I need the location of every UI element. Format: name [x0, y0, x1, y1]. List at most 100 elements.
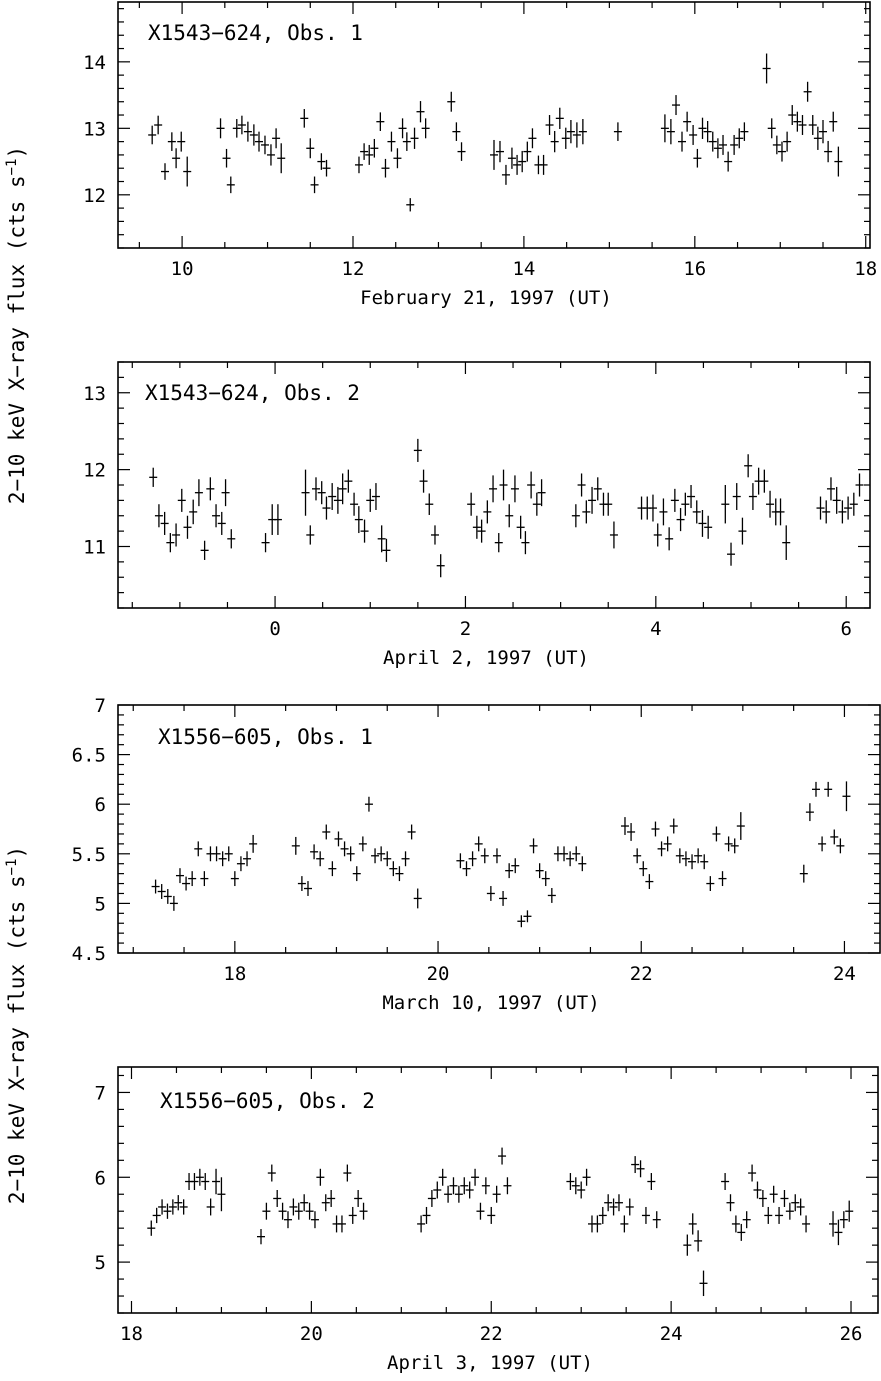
- data-point: [731, 1215, 740, 1233]
- data-point: [808, 115, 817, 135]
- data-point: [775, 1206, 784, 1224]
- data-point: [206, 477, 215, 501]
- data-point: [172, 148, 181, 169]
- data-point: [430, 525, 439, 545]
- data-point: [433, 1181, 442, 1199]
- data-point: [189, 499, 198, 525]
- data-point: [322, 159, 331, 177]
- data-point: [317, 153, 326, 170]
- data-point: [381, 158, 390, 178]
- data-point: [317, 481, 326, 505]
- y-tick-label: 12: [83, 460, 106, 482]
- data-point: [177, 131, 186, 152]
- data-point: [273, 1190, 282, 1207]
- data-point: [151, 879, 160, 894]
- data-point: [255, 131, 263, 152]
- data-point: [703, 121, 712, 143]
- data-point: [422, 1206, 431, 1224]
- data-point: [836, 838, 845, 854]
- data-point: [147, 1220, 156, 1236]
- data-point: [730, 838, 739, 854]
- data-point: [416, 101, 425, 123]
- data-point: [477, 519, 486, 543]
- data-point: [200, 871, 209, 887]
- data-point: [692, 500, 701, 524]
- data-point: [283, 1211, 292, 1229]
- data-point: [507, 147, 516, 169]
- data-point: [571, 504, 580, 528]
- data-point: [436, 554, 445, 578]
- data-point: [249, 834, 258, 853]
- x-tick-label: 18: [223, 963, 246, 985]
- data-point: [669, 818, 678, 834]
- data-point: [195, 1168, 204, 1186]
- data-point: [670, 488, 679, 512]
- data-point: [832, 486, 841, 514]
- data-point: [571, 1177, 580, 1195]
- data-point: [829, 111, 838, 132]
- data-point: [834, 146, 843, 177]
- data-point: [172, 523, 181, 547]
- data-point: [291, 836, 300, 855]
- data-point: [503, 1177, 512, 1195]
- data-point: [799, 864, 808, 883]
- data-point: [360, 519, 369, 543]
- data-point: [243, 851, 252, 867]
- data-point: [389, 861, 398, 877]
- data-point: [306, 525, 315, 545]
- panel-title: X1556−605, Obs. 2: [160, 1089, 375, 1113]
- data-point: [818, 836, 827, 852]
- data-point: [499, 469, 508, 501]
- data-point: [310, 844, 319, 860]
- data-point: [481, 1177, 490, 1195]
- data-point: [492, 1185, 501, 1203]
- data-point: [517, 915, 526, 928]
- data-point: [212, 1168, 221, 1195]
- data-point: [762, 53, 771, 84]
- data-point: [698, 509, 707, 537]
- data-point: [376, 112, 385, 131]
- data-point: [167, 132, 176, 151]
- data-point: [593, 1215, 602, 1233]
- data-point: [529, 838, 538, 854]
- data-point: [648, 494, 657, 522]
- data-point: [454, 1185, 463, 1203]
- data-point: [495, 140, 504, 163]
- data-point: [216, 118, 225, 139]
- data-point: [704, 515, 713, 539]
- data-point: [578, 119, 587, 145]
- data-point: [657, 841, 666, 857]
- panel-title: X1543−624, Obs. 1: [148, 21, 363, 45]
- data-point: [377, 846, 386, 862]
- data-point: [338, 473, 347, 505]
- data-point: [232, 119, 241, 138]
- data-point: [588, 486, 597, 514]
- data-point: [785, 1202, 794, 1220]
- data-point: [513, 154, 522, 175]
- data-point: [452, 122, 461, 141]
- data-point: [169, 895, 178, 911]
- data-point: [676, 508, 685, 532]
- data-point: [499, 891, 508, 906]
- data-point: [212, 504, 221, 528]
- data-point: [698, 117, 707, 139]
- data-point: [166, 533, 175, 553]
- data-point: [511, 858, 520, 874]
- data-point: [560, 846, 569, 862]
- data-point: [653, 523, 662, 547]
- data-point: [842, 781, 851, 812]
- data-point: [645, 874, 654, 890]
- data-point: [300, 1194, 309, 1212]
- data-point: [310, 176, 319, 194]
- data-point: [311, 477, 320, 501]
- data-point: [182, 876, 191, 891]
- data-point: [625, 1198, 634, 1216]
- data-point: [471, 1168, 480, 1186]
- data-point: [793, 111, 802, 132]
- data-point: [727, 542, 736, 566]
- data-point: [700, 854, 709, 870]
- x-tick-label: 14: [512, 258, 535, 280]
- x-tick-label: 2: [460, 618, 471, 640]
- panel-1: 10 12 14 16 18 12 13 14 February 21, 1997 (UT) X1…: [83, 1, 877, 309]
- data-point: [724, 151, 733, 172]
